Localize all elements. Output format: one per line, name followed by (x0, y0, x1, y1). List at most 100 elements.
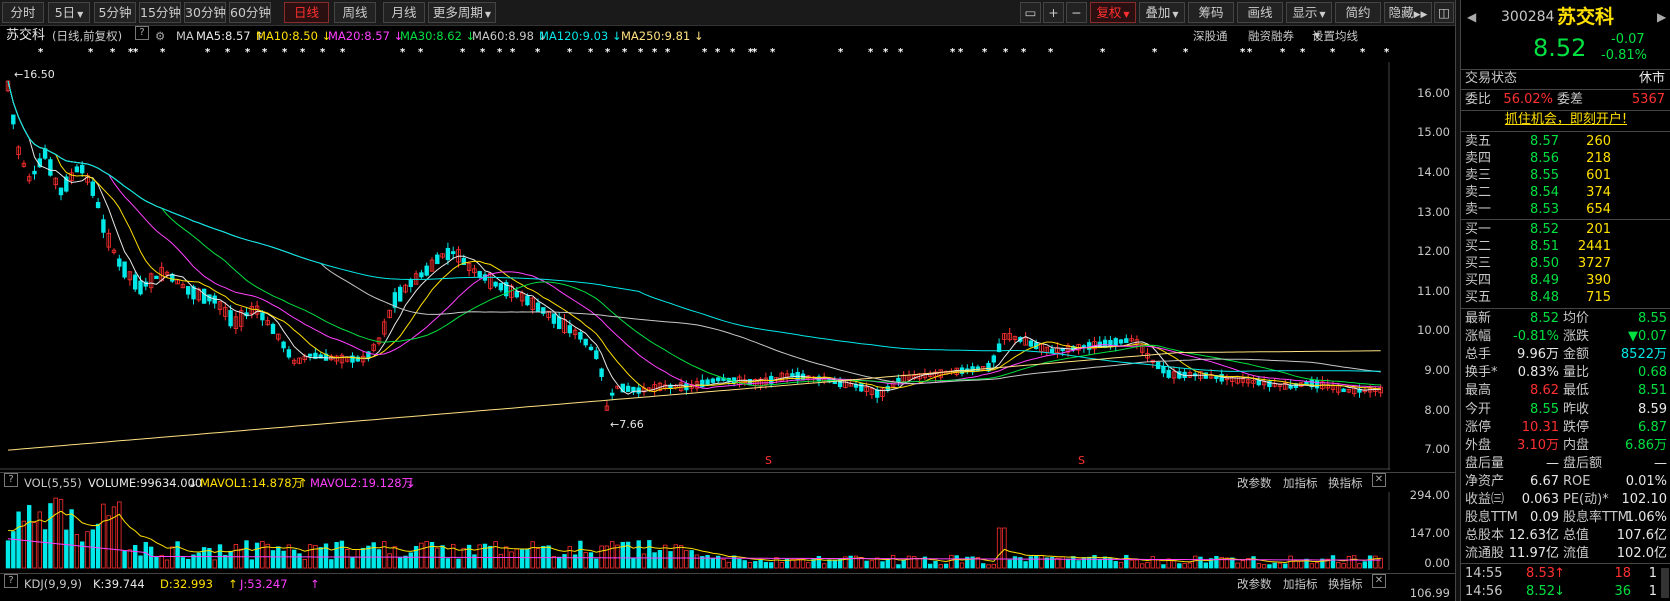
event-marker[interactable]: * (38, 47, 44, 58)
event-marker[interactable]: * (133, 47, 139, 58)
event-marker[interactable]: * (245, 47, 251, 58)
event-marker[interactable]: * (715, 47, 721, 58)
bid-row[interactable]: 买四 8.49 390 (1461, 272, 1670, 290)
kdj-switch-indicator-button[interactable]: 换指标 (1328, 577, 1363, 591)
display-button[interactable]: 显示 ▼ (1286, 2, 1332, 23)
period-tab-30min[interactable]: 30分钟 (184, 2, 226, 23)
event-marker[interactable]: * (605, 47, 611, 58)
ask-row[interactable]: 卖一 8.53 654 (1461, 201, 1670, 219)
event-marker[interactable]: * (262, 47, 268, 58)
event-marker[interactable]: * (110, 47, 116, 58)
minus-icon[interactable]: − (1066, 2, 1087, 23)
event-marker[interactable]: * (950, 47, 956, 58)
volume-switch-indicator-button[interactable]: 换指标 (1328, 476, 1363, 490)
event-marker[interactable]: * (480, 47, 486, 58)
trades-scrollbar[interactable] (1661, 568, 1669, 598)
kline-chart[interactable]: ←16.50 ←7.66 S S (0, 62, 1390, 470)
event-marker[interactable]: * (1300, 47, 1306, 58)
event-marker[interactable]: * (838, 47, 844, 58)
window-icon[interactable]: ▭ (1020, 2, 1041, 23)
chips-button[interactable]: 筹码 (1188, 2, 1234, 23)
event-marker[interactable]: * (88, 47, 94, 58)
event-marker[interactable]: * (665, 47, 671, 58)
volume-add-indicator-button[interactable]: 加指标 (1283, 476, 1318, 490)
event-marker[interactable]: * (883, 47, 889, 58)
period-tab-5day[interactable]: 5日 ▼ (48, 2, 90, 23)
event-marker[interactable]: * (1183, 47, 1189, 58)
bid-row[interactable]: 买五 8.48 715 (1461, 289, 1670, 307)
event-marker[interactable]: * (588, 47, 594, 58)
event-marker[interactable]: * (340, 47, 346, 58)
ask-row[interactable]: 卖三 8.55 601 (1461, 167, 1670, 185)
event-marker[interactable]: * (1384, 47, 1390, 58)
event-marker[interactable]: * (510, 47, 516, 58)
event-marker[interactable]: * (652, 47, 658, 58)
event-marker[interactable]: * (730, 47, 736, 58)
bid-row[interactable]: 买三 8.50 3727 (1461, 255, 1670, 273)
period-tab-monthly[interactable]: 月线 (383, 2, 425, 23)
period-tab-60min[interactable]: 60分钟 (229, 2, 271, 23)
event-marker[interactable]: * (1100, 47, 1106, 58)
event-marker[interactable]: * (282, 47, 288, 58)
event-marker[interactable]: * (898, 47, 904, 58)
period-tab-timeshare[interactable]: 分时 (2, 2, 44, 23)
period-tab-weekly[interactable]: 周线 (334, 2, 376, 23)
event-marker[interactable]: * (205, 47, 211, 58)
next-stock-icon[interactable]: ▶ (1657, 10, 1667, 24)
event-marker[interactable]: * (418, 47, 424, 58)
event-marker[interactable]: * (748, 47, 754, 58)
promo-link[interactable]: 抓住机会，即刻开户! (1504, 112, 1628, 127)
event-marker[interactable]: * (1280, 47, 1286, 58)
event-marker[interactable]: * (1360, 47, 1366, 58)
overlay-button[interactable]: 叠加 ▼ (1139, 2, 1185, 23)
event-marker[interactable]: * (225, 47, 231, 58)
event-marker[interactable]: * (160, 47, 166, 58)
event-marker[interactable]: * (1247, 47, 1253, 58)
fuquan-button[interactable]: 复权 ▼ (1090, 2, 1136, 23)
volume-chart[interactable] (0, 492, 1390, 570)
prev-stock-icon[interactable]: ◀ (1467, 10, 1477, 24)
event-marker[interactable]: * (1021, 47, 1027, 58)
event-marker[interactable]: * (752, 47, 758, 58)
sidebar-toggle-icon[interactable]: ◫ (1434, 2, 1454, 23)
event-marker[interactable]: * (958, 47, 964, 58)
event-marker[interactable]: * (460, 47, 466, 58)
ask-row[interactable]: 卖四 8.56 218 (1461, 150, 1670, 168)
link-margin-trading[interactable]: 融资融券 (1248, 29, 1294, 43)
ask-row[interactable]: 卖二 8.54 374 (1461, 184, 1670, 202)
panel-splitter[interactable] (1455, 0, 1460, 601)
event-marker[interactable]: * (702, 47, 708, 58)
kdj-add-indicator-button[interactable]: 加指标 (1283, 577, 1318, 591)
event-marker[interactable]: * (300, 47, 306, 58)
kdj-params-button[interactable]: 改参数 (1237, 577, 1272, 591)
event-marker[interactable]: * (1240, 47, 1246, 58)
period-tab-more[interactable]: 更多周期 ▼ (428, 2, 496, 23)
link-hk-connect[interactable]: 深股通 (1193, 29, 1228, 43)
bid-row[interactable]: 买二 8.51 2441 (1461, 238, 1670, 256)
period-tab-daily[interactable]: 日线 (284, 2, 329, 23)
event-marker[interactable]: * (320, 47, 326, 58)
simple-button[interactable]: 简约 (1335, 2, 1381, 23)
event-marker[interactable]: * (400, 47, 406, 58)
event-marker[interactable]: * (1048, 47, 1054, 58)
ask-row[interactable]: 卖五 8.57 260 (1461, 133, 1670, 151)
bid-row[interactable]: 买一 8.52 201 (1461, 221, 1670, 239)
event-marker[interactable]: * (1003, 47, 1009, 58)
event-marker[interactable]: * (868, 47, 874, 58)
volume-params-button[interactable]: 改参数 (1237, 476, 1272, 490)
event-marker[interactable]: * (1152, 47, 1158, 58)
hide-button[interactable]: 隐藏▶▶ (1384, 2, 1432, 23)
plus-icon[interactable]: + (1043, 2, 1064, 23)
event-marker[interactable]: * (622, 47, 628, 58)
event-marker[interactable]: * (638, 47, 644, 58)
period-tab-15min[interactable]: 15分钟 (139, 2, 181, 23)
event-marker[interactable]: * (567, 47, 573, 58)
event-marker[interactable]: * (982, 47, 988, 58)
gear-icon[interactable]: ⚙ (155, 29, 166, 43)
event-marker[interactable]: * (128, 47, 134, 58)
draw-line-button[interactable]: 画线 (1237, 2, 1283, 23)
event-marker[interactable]: * (770, 47, 776, 58)
event-marker[interactable]: * (535, 47, 541, 58)
period-tab-5min[interactable]: 5分钟 (94, 2, 136, 23)
event-marker[interactable]: * (1330, 47, 1336, 58)
